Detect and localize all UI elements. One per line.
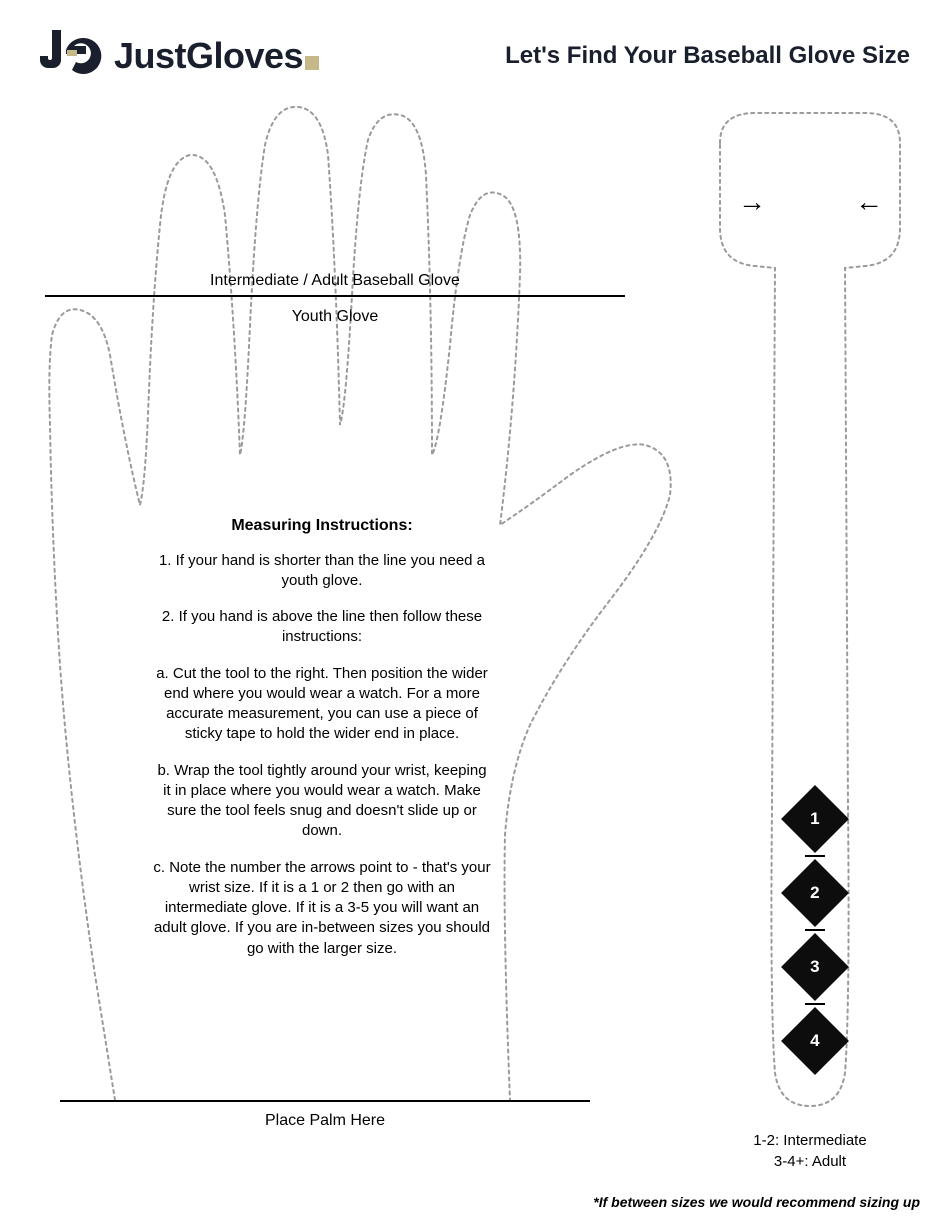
instruction-a: a. Cut the tool to the right. Then posit… [152,664,492,745]
diamond-2-label: 2 [810,883,819,903]
instruction-b: b. Wrap the tool tightly around your wri… [152,761,492,842]
wrist-size-legend: 1-2: Intermediate 3-4+: Adult [700,1130,920,1172]
diamond-3: 3 [781,933,849,1001]
diamond-1: 1 [781,785,849,853]
footnote: *If between sizes we would recommend siz… [593,1194,920,1210]
wrist-size-scale: 1 2 3 4 [786,795,844,1065]
logo-icon [40,30,102,82]
scale-separator [805,1003,825,1005]
arrow-right-icon: → [738,186,766,218]
diamond-3-label: 3 [810,957,819,977]
size-line-upper [45,295,625,297]
header: JustGloves Let's Find Your Baseball Glov… [0,30,950,82]
legend-adult: 3-4+: Adult [700,1151,920,1172]
legend-intermediate: 1-2: Intermediate [700,1130,920,1151]
instruction-2: 2. If you hand is above the line then fo… [152,607,492,648]
brand-text: JustGloves [114,35,303,76]
scale-separator [805,855,825,857]
brand-dot-icon [305,56,319,70]
label-youth: Youth Glove [45,308,625,326]
diamond-4: 4 [781,1007,849,1075]
diamond-1-label: 1 [810,809,819,829]
logo-block: JustGloves [40,30,319,82]
scale-separator [805,929,825,931]
instruction-1: 1. If your hand is shorter than the line… [152,551,492,592]
instructions-block: Measuring Instructions: 1. If your hand … [152,515,492,975]
diamond-4-label: 4 [810,1031,819,1051]
diamond-2: 2 [781,859,849,927]
arrow-left-icon: ← [855,186,883,218]
palm-line [60,1100,590,1102]
label-palm: Place Palm Here [60,1112,590,1130]
brand-name: JustGloves [114,35,319,77]
page-title: Let's Find Your Baseball Glove Size [505,42,910,70]
instruction-c: c. Note the number the arrows point to -… [152,858,492,959]
instructions-heading: Measuring Instructions: [152,515,492,537]
label-intermediate-adult: Intermediate / Adult Baseball Glove [45,272,625,290]
